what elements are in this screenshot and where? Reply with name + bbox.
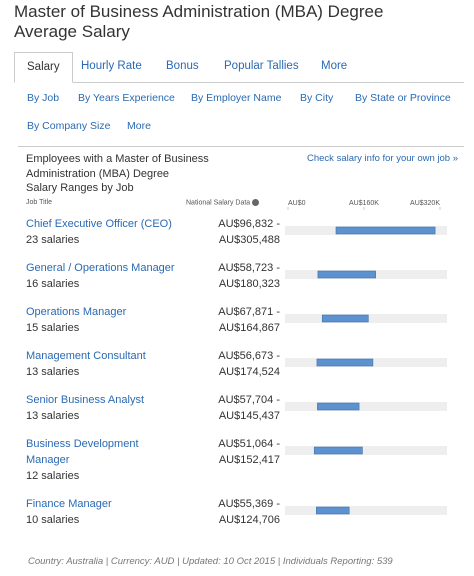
- job-cell: Management Consultant 13 salaries: [26, 348, 176, 380]
- salary-count: 13 salaries: [26, 366, 80, 378]
- subtab[interactable]: By Employer Name: [191, 92, 282, 104]
- x-tick-label: AU$0: [288, 200, 306, 207]
- salary-link[interactable]: Check salary info for your own job »: [307, 153, 459, 164]
- subtab[interactable]: By City: [300, 92, 334, 104]
- subtab[interactable]: By Company Size: [27, 120, 111, 132]
- salary-cell: AU$96,832 - AU$305,488: [176, 216, 280, 248]
- salary-low: AU$57,704 -: [218, 394, 280, 406]
- range-chart: [285, 358, 447, 367]
- salary-cell: AU$57,704 - AU$145,437: [176, 392, 280, 424]
- job-row: Operations Manager 15 salaries AU$67,871 -…: [26, 304, 456, 336]
- job-row: Chief Executive Officer (CEO) 23 salaries…: [26, 216, 456, 248]
- job-cell: Operations Manager 15 salaries: [26, 304, 176, 336]
- job-row: General / Operations Manager 16 salaries A…: [26, 260, 456, 292]
- salary-high: AU$305,488: [218, 234, 280, 246]
- salary-low: AU$67,871 -: [218, 306, 280, 318]
- range-bar: [317, 270, 376, 279]
- salary-cell: AU$58,723 - AU$180,323: [176, 260, 280, 292]
- salary-low: AU$96,832 -: [218, 218, 280, 230]
- column-job: Job Title: [26, 199, 53, 206]
- range-chart: [285, 446, 447, 455]
- subtab[interactable]: By Years Experience: [78, 92, 175, 104]
- salary-count: 10 salaries: [26, 514, 80, 526]
- job-title[interactable]: Operations Manager: [26, 306, 127, 318]
- footer: Country: Australia | Currency: AUD | Upd…: [28, 556, 393, 567]
- salary-high: AU$180,323: [218, 278, 280, 290]
- range-bar: [317, 402, 360, 411]
- range-chart: [285, 506, 447, 515]
- range-chart: [285, 226, 447, 235]
- salary-high: AU$152,417: [218, 454, 280, 466]
- salary-count: 23 salaries: [26, 234, 80, 246]
- range-chart: [285, 314, 447, 323]
- job-title[interactable]: General / Operations Manager: [26, 262, 175, 274]
- tab[interactable]: Hourly Rate: [81, 60, 142, 72]
- salary-low: AU$58,723 -: [218, 262, 280, 274]
- column-salary-text: National Salary Data: [186, 199, 251, 207]
- range-bar: [316, 506, 350, 515]
- job-row: Finance Manager 10 salaries AU$55,369 - AU$…: [26, 496, 456, 528]
- salary-cell: AU$56,673 - AU$174,524: [176, 348, 280, 380]
- x-tick-label: AU$320K: [410, 200, 440, 207]
- column-salary: National Salary Data: [186, 199, 260, 207]
- salary-high: AU$164,867: [218, 322, 280, 334]
- bar-track: [285, 402, 447, 411]
- job-title[interactable]: Finance Manager: [26, 498, 112, 510]
- salary-high: AU$124,706: [218, 514, 280, 526]
- salary-low: AU$56,673 -: [218, 350, 280, 362]
- rows: Chief Executive Officer (CEO) 23 salaries…: [26, 216, 456, 540]
- panel-subheading: Salary Ranges by Job: [26, 182, 134, 194]
- range-chart: [285, 402, 447, 411]
- salary-count: 12 salaries: [26, 470, 80, 482]
- range-bar: [316, 358, 374, 367]
- job-title[interactable]: Chief Executive Officer (CEO): [26, 218, 172, 230]
- subtab[interactable]: More: [127, 120, 151, 132]
- panel-heading: Employees with a Master of Business Admi…: [26, 153, 209, 180]
- tab[interactable]: Bonus: [166, 60, 199, 72]
- salary-cell: AU$67,871 - AU$164,867: [176, 304, 280, 336]
- page-title: Master of Business Administration (MBA) …: [14, 2, 384, 41]
- salary-low: AU$51,064 -: [218, 438, 280, 450]
- job-cell: Business Development Manager 12 salaries: [26, 436, 176, 484]
- subtab[interactable]: By State or Province: [355, 92, 451, 104]
- salary-low: AU$55,369 -: [218, 498, 280, 510]
- salary-cell: AU$55,369 - AU$124,706: [176, 496, 280, 528]
- job-row: Business Development Manager 12 salaries A…: [26, 436, 456, 484]
- salary-high: AU$174,524: [218, 366, 280, 378]
- salary-cell: AU$51,064 - AU$152,417: [176, 436, 280, 468]
- salary-count: 13 salaries: [26, 410, 80, 422]
- bar-track: [285, 446, 447, 455]
- range-bar: [313, 446, 363, 455]
- salary-count: 15 salaries: [26, 322, 80, 334]
- bar-track: [285, 506, 447, 515]
- job-cell: General / Operations Manager 16 salaries: [26, 260, 176, 292]
- range-bar: [321, 314, 369, 323]
- job-row: Management Consultant 13 salaries AU$56,67…: [26, 348, 456, 380]
- job-cell: Chief Executive Officer (CEO) 23 salaries: [26, 216, 176, 248]
- tab[interactable]: Salary: [14, 52, 73, 83]
- axis: AU$0 AU$160K AU$320K: [287, 200, 441, 210]
- x-tick-label: AU$160K: [349, 200, 379, 207]
- job-cell: Senior Business Analyst 13 salaries: [26, 392, 176, 424]
- tabs: Salary Hourly Rate Bonus Popular Tallies Mor…: [14, 52, 464, 83]
- range-chart: [285, 270, 447, 279]
- salary-count: 16 salaries: [26, 278, 80, 290]
- tab[interactable]: Popular Tallies: [224, 60, 299, 72]
- job-row: Senior Business Analyst 13 salaries AU$57,…: [26, 392, 456, 424]
- job-title[interactable]: Senior Business Analyst: [26, 394, 145, 406]
- job-title[interactable]: Management Consultant: [26, 350, 146, 362]
- job-cell: Finance Manager 10 salaries: [26, 496, 176, 528]
- job-title[interactable]: Business Development Manager: [26, 438, 139, 466]
- salary-high: AU$145,437: [218, 410, 280, 422]
- range-bar: [335, 226, 436, 235]
- divider: [18, 146, 464, 147]
- info-icon[interactable]: [252, 199, 260, 206]
- subtab[interactable]: By Job: [27, 92, 60, 104]
- tab[interactable]: More: [321, 60, 348, 72]
